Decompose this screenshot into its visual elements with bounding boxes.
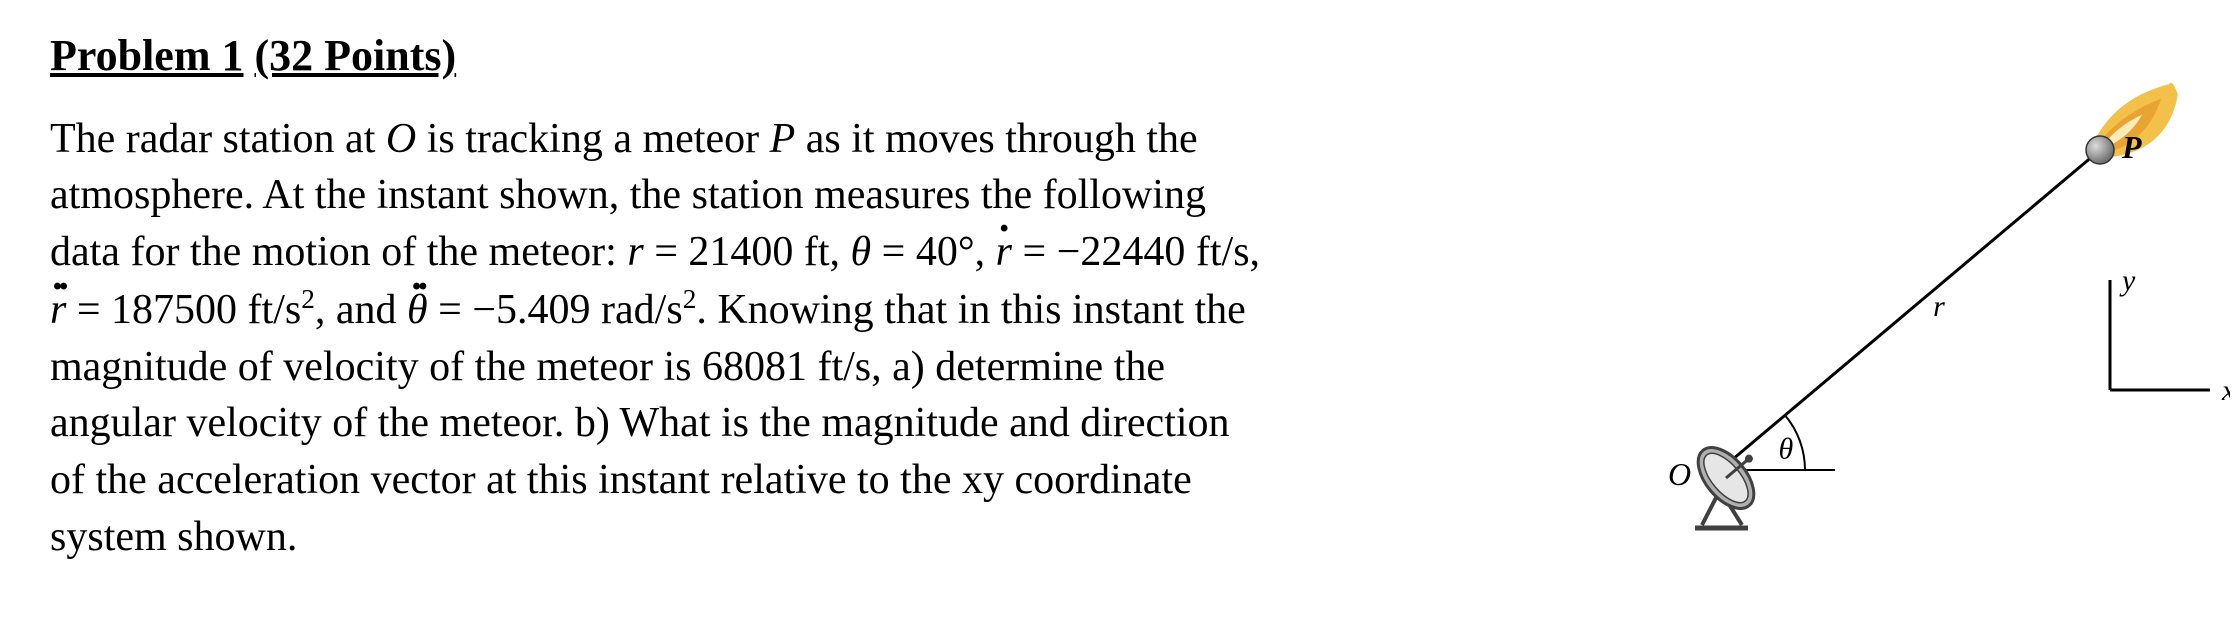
exponent: 2 [683,284,697,314]
svg-text:O: O [1668,456,1691,492]
body-text: The radar station at [50,116,386,162]
body-text: . Knowing that in this instant the [696,287,1245,333]
body-text: of the acceleration vector at this insta… [50,457,1192,503]
var-theta: θ [851,229,872,275]
svg-text:θ: θ [1779,432,1794,465]
body-text: = −5.409 rad/s [428,287,683,333]
figure-svg: Pr θ Ox y [1630,30,2230,590]
svg-text:x: x [2221,374,2230,407]
problem-body: The radar station at O is tracking a met… [50,111,1610,566]
problem-heading: Problem 1 (32 Points) [50,30,1610,83]
var-r: r [627,229,643,275]
exponent: 2 [301,284,315,314]
body-text: = 40°, [871,229,995,275]
var-rddot: r [50,282,66,339]
body-text: angular velocity of the meteor. b) What … [50,400,1230,446]
body-text: atmosphere. At the instant shown, the st… [50,172,1206,218]
problem-figure: Pr θ Ox y [1630,30,2230,604]
body-text: = −22440 ft/s, [1012,229,1260,275]
body-text: = 21400 ft, [644,229,851,275]
svg-text:P: P [2121,129,2142,165]
problem-title: Problem 1 [50,31,244,80]
var-thetaddot: θ [407,282,428,339]
body-text: , and [315,287,407,333]
problem-points: (32 Points) [255,31,457,80]
var-rdot: r [996,224,1012,281]
body-text: as it moves through the [795,116,1197,162]
body-text: magnitude of velocity of the meteor is 6… [50,344,1165,390]
var-P: P [770,116,796,162]
body-text: data for the motion of the meteor: [50,229,627,275]
body-text: = 187500 ft/s [66,287,301,333]
var-O: O [386,116,416,162]
body-text: system shown. [50,514,297,560]
svg-text:r: r [1933,290,1945,323]
body-text: is tracking a meteor [416,116,769,162]
svg-text:y: y [2119,264,2136,297]
